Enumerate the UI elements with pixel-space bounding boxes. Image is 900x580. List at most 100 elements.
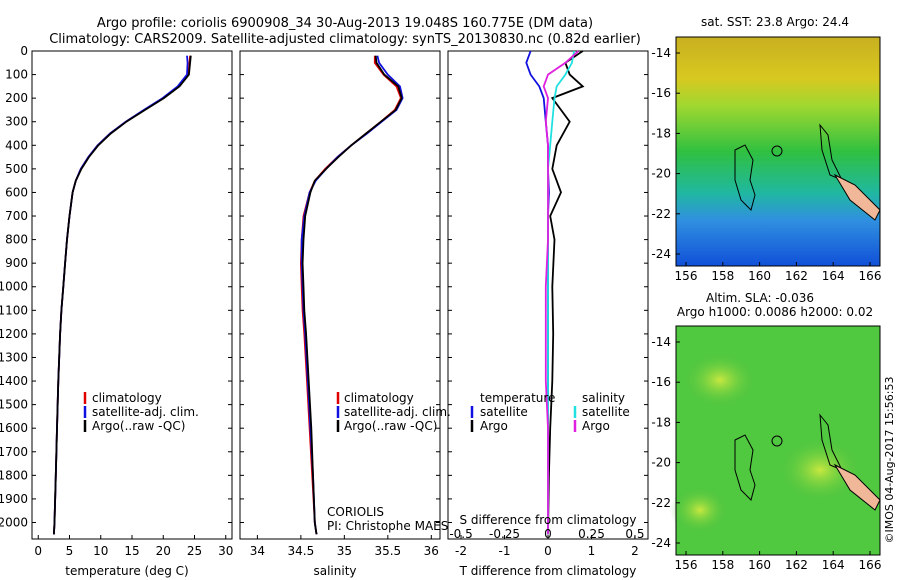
map-x-tick-label: 156 [675,558,698,572]
s-tick-label: 0.5 [625,527,644,541]
land-new-caledonia [833,173,881,221]
s-difference-xlabel: S difference from climatology [460,513,637,527]
depth-tick-label: 0 [20,44,28,58]
sst-map [675,36,881,267]
sla-map [670,325,881,556]
map-y-tick-label: -18 [651,126,671,140]
legend-label-argo: Argo(..raw -QC) [92,419,185,433]
depth-tick-label: 1400 [0,374,28,388]
t-difference-xlabel: T difference from climatology [459,564,637,578]
map-y-tick-label: -20 [651,167,671,181]
x-tick-label: -1 [499,544,511,558]
map-y-tick-label: -22 [651,496,671,510]
x-tick-label: 2 [631,544,639,558]
depth-tick-label: 400 [5,138,28,152]
sla-anomaly [670,485,730,535]
map-x-tick-label: 160 [748,558,771,572]
sla-map-title-1: Altim. SLA: -0.036 [706,291,814,305]
legend-label-climatology: climatology [92,391,162,405]
salinity-xlabel: salinity [313,564,356,578]
imos-credit: ©IMOS 04-Aug-2017 15:56:53 [883,377,896,544]
x-tick-label: 34.5 [288,544,315,558]
x-tick-label: 5 [66,544,74,558]
depth-tick-label: 300 [5,115,28,129]
x-tick-label: 10 [93,544,108,558]
map-axes: -14 -16 -18 -20 -22 -24 156 158 160 162 164 166 -14 -… [651,46,881,572]
salinity-legend: climatology satellite-adj. clim. Argo(..… [336,391,451,433]
legend-label-satellite: satellite-adj. clim. [92,405,199,419]
salinity-panel-frame [239,50,441,540]
depth-axis: 0 100 200 300 400 500 600 700 800 900 1000 1100 1200… [0,44,648,529]
map-x-tick-label: 164 [822,269,845,283]
island-outline [734,144,756,211]
series-line-t-argo [547,50,585,535]
depth-tick-label: 1100 [0,303,28,317]
series-line-climatology [53,55,191,535]
depth-tick-label: 800 [5,233,28,247]
pi-label: PI: Christophe MAES [327,519,448,533]
x-tick-label: 15 [124,544,139,558]
depth-tick-label: 1000 [0,280,28,294]
map-x-tick-label: 158 [711,558,734,572]
depth-tick-label: 500 [5,162,28,176]
x-axes-ticks: 0 5 10 15 20 25 30 34 34.5 35 35.5 36 -2 -1 0 1 2 -0.5 -0.… [34,527,644,558]
x-tick-label: -2 [455,544,467,558]
x-tick-label: 1 [588,544,596,558]
series-line-argo-raw-qc- [53,55,192,535]
difference-legend: temperature salinity satellite Argo sate… [470,391,630,433]
x-tick-label: 25 [187,544,202,558]
x-tick-label: 0 [34,544,42,558]
x-tick-label: 0 [544,544,552,558]
series-line-climatology [299,55,402,535]
series-line-satellite-adj-clim- [300,55,404,535]
depth-tick-label: 1700 [0,445,28,459]
map-y-tick-label: -24 [651,536,671,550]
x-tick-label: 34 [250,544,265,558]
depth-tick-label: 1900 [0,492,28,506]
depth-tick-label: 1200 [0,327,28,341]
s-tick-label: 0.25 [578,527,605,541]
argo-position-marker [771,145,783,157]
sla-anomaly [680,350,760,410]
legend-label-s-argo: Argo [582,419,610,433]
s-tick-label: -0.5 [449,527,472,541]
depth-tick-label: 900 [5,256,28,270]
depth-tick-label: 600 [5,185,28,199]
temperature-xlabel: temperature (deg C) [65,564,188,578]
legend-label-t-satellite: satellite [480,405,528,419]
depth-tick-label: 700 [5,209,28,223]
argo-position-marker [771,435,783,447]
map-x-tick-label: 166 [859,269,882,283]
map-y-tick-label: -20 [651,456,671,470]
temperature-series [53,55,192,535]
legend-label-satellite: satellite-adj. clim. [344,405,451,419]
s-tick-label: 0 [544,527,552,541]
land-new-caledonia [833,463,881,511]
sst-map-frame [675,36,881,267]
depth-tick-label: 1300 [0,350,28,364]
map-x-tick-label: 158 [711,269,734,283]
depth-tick-label: 2000 [0,515,28,529]
legend-title-salinity: salinity [582,391,625,405]
temperature-legend: climatology satellite-adj. clim. Argo(..… [83,391,199,433]
depth-tick-label: 200 [5,91,28,105]
x-tick-label: 35 [337,544,352,558]
map-y-tick-label: -22 [651,207,671,221]
map-x-tick-label: 162 [785,269,808,283]
map-x-tick-label: 160 [748,269,771,283]
data-centre-label: CORIOLIS [327,505,384,519]
s-tick-label: -0.25 [489,527,520,541]
x-tick-label: 20 [156,544,171,558]
map-y-tick-label: -14 [651,46,671,60]
depth-tick-label: 1500 [0,398,28,412]
legend-title-temperature: temperature [480,391,555,405]
series-line-argo-raw-qc- [301,55,403,535]
sla-map-title-2: Argo h1000: 0.0086 h2000: 0.02 [677,305,873,319]
depth-tick-label: 1800 [0,468,28,482]
series-line-s-argo [542,50,580,535]
x-tick-label: 36 [424,544,439,558]
map-x-tick-label: 156 [675,269,698,283]
legend-label-t-argo: Argo [480,419,508,433]
x-tick-label: 30 [218,544,233,558]
